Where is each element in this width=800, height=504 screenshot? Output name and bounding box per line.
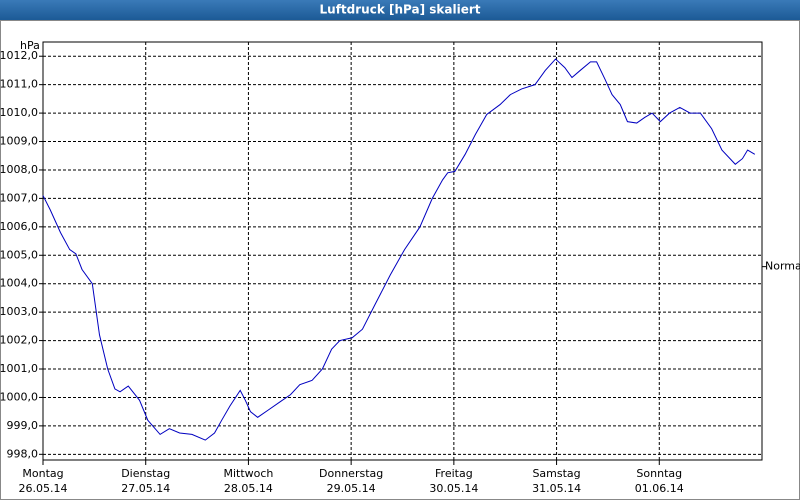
x-tick-label: 31.05.14 [532, 482, 581, 495]
frame [0, 20, 800, 500]
plot-border [42, 41, 763, 461]
y-tick-label: 1003,0 [0, 305, 38, 318]
y-tick-label: 1011,0 [0, 78, 38, 91]
y-tick-label: 1000,0 [0, 390, 38, 403]
y-tick-label: 1009,0 [0, 135, 38, 148]
x-tick-label: Donnerstag [319, 467, 383, 480]
y-axis-label: hPa [20, 39, 40, 52]
x-tick-label: Samstag [532, 467, 580, 480]
x-tick-label: Mittwoch [223, 467, 273, 480]
x-tick-label: 28.05.14 [224, 482, 273, 495]
y-tick-label: 999,0 [7, 419, 39, 432]
line-series [42, 58, 756, 441]
x-tick-label: 27.05.14 [121, 482, 170, 495]
y-tick-label: 1006,0 [0, 220, 38, 233]
y-tick-label: 1001,0 [0, 362, 38, 375]
x-tick-label: 26.05.14 [19, 482, 68, 495]
y-tick-label: 1005,0 [0, 248, 38, 261]
x-tick-label: Freitag [435, 467, 473, 480]
y-tick-label: 998,0 [7, 447, 39, 460]
x-tick-label: Sonntag [636, 467, 682, 480]
x-tick-label: 01.06.14 [635, 482, 684, 495]
x-tick-label: Montag [22, 467, 63, 480]
x-tick-label: 29.05.14 [327, 482, 376, 495]
x-tick-label: 30.05.14 [429, 482, 478, 495]
y-tick-label: 1012,0 [0, 49, 38, 62]
y-tick-label: 1004,0 [0, 277, 38, 290]
chart-title: Luftdruck [hPa] skaliert [320, 3, 481, 17]
y-tick-label: 1010,0 [0, 106, 38, 119]
y-tick-label: 1002,0 [0, 334, 38, 347]
y-tick-label: 1008,0 [0, 163, 38, 176]
y-tick-label: 1007,0 [0, 191, 38, 204]
x-tick-label: Dienstag [121, 467, 170, 480]
title-bar [0, 0, 800, 20]
marker-label: Normal [765, 260, 800, 273]
